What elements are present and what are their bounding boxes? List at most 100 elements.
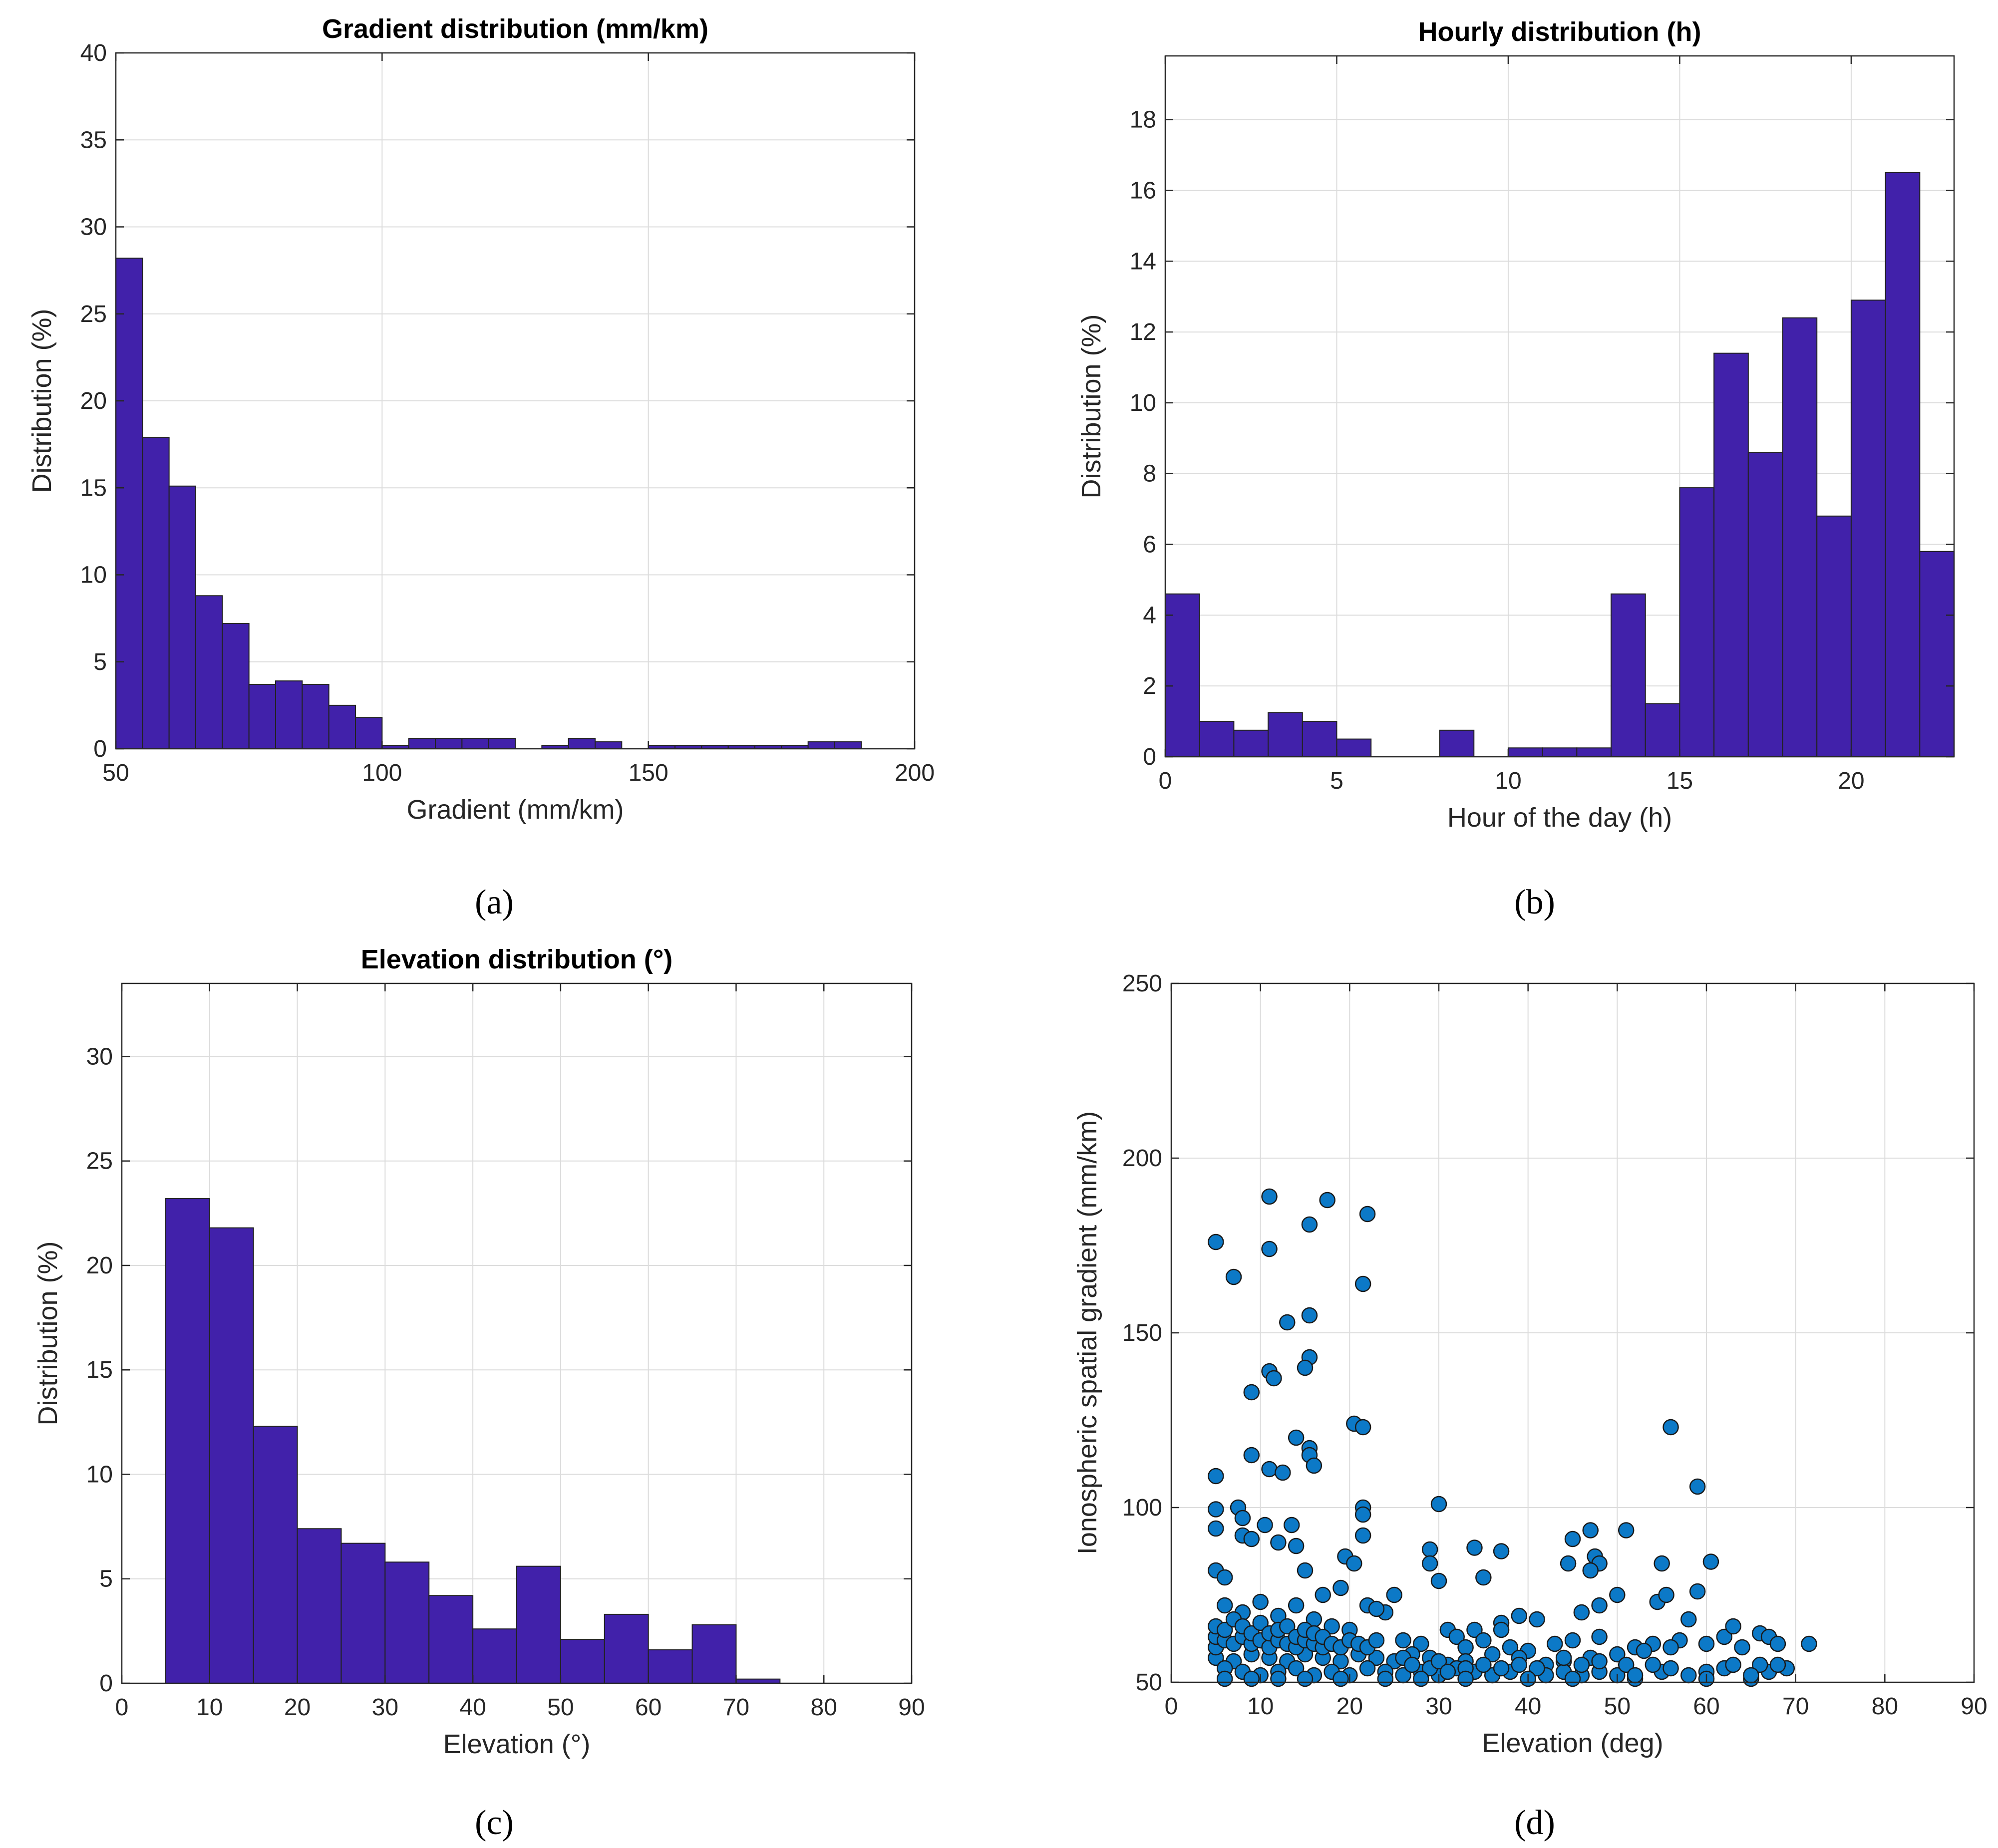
histogram-bar [222,623,250,749]
y-tick-label: 25 [86,1148,113,1175]
x-tick-label: 50 [102,760,129,786]
scatter-point [1354,1506,1371,1523]
scatter-point [1297,1562,1314,1579]
x-axis-label: Gradient (mm/km) [406,795,624,825]
x-tick-label: 90 [898,1694,925,1721]
scatter-point [1564,1632,1581,1649]
y-tick-label: 100 [1122,1495,1162,1521]
scatter-point [1627,1667,1644,1684]
panel-d-label: (d) [1514,1804,1555,1842]
histogram-bar [1885,172,1921,757]
scatter-point [1368,1649,1385,1666]
chart-title: Hourly distribution (h) [1418,17,1701,47]
y-axis-label: Distribution (%) [1076,314,1106,498]
histogram-bar [408,738,436,749]
y-tick-label: 4 [1143,602,1156,628]
scatter-point [1591,1597,1608,1614]
scatter-point [1475,1656,1492,1673]
scatter-point [1457,1639,1474,1656]
x-tick-label: 60 [635,1694,662,1721]
histogram-bar [516,1565,561,1684]
scatter-point [1725,1618,1741,1635]
x-tick-label: 20 [1336,1693,1363,1720]
histogram-bar [1816,515,1852,758]
y-tick-label: 8 [1143,461,1156,487]
histogram-bar [355,717,383,750]
scatter-point [1421,1555,1438,1572]
scatter-point [1288,1429,1305,1446]
scatter-point [1413,1635,1429,1652]
scatter-point [1769,1635,1786,1652]
scatter-point [1529,1611,1545,1628]
histogram-bar [1713,352,1749,757]
histogram-bar [1611,593,1646,758]
scatter-point [1484,1646,1501,1663]
scatter-point [1243,1384,1260,1401]
scatter-point [1243,1531,1260,1547]
scatter-point [1663,1660,1679,1677]
histogram-bar [1165,593,1200,758]
x-tick-label: 80 [1872,1693,1898,1720]
histogram-bar [195,595,223,749]
scatter-point [1301,1216,1318,1233]
histogram-bar [209,1227,254,1684]
y-tick-label: 200 [1122,1145,1162,1172]
scatter-point [1734,1639,1750,1656]
histogram-bar [142,437,170,749]
histogram-bar [1336,738,1372,757]
scatter-point [1283,1517,1300,1534]
scatter-point [1234,1510,1251,1527]
scatter-point [1354,1275,1371,1292]
scatter-point [1636,1642,1653,1659]
y-tick-label: 150 [1122,1320,1162,1346]
scatter-point [1386,1586,1402,1603]
histogram-bar [472,1628,517,1684]
y-tick-label: 15 [80,475,107,501]
scatter-point [1702,1553,1719,1570]
x-tick-label: 20 [284,1694,311,1721]
panel-a-chart: 50 100 150 200 0 5 10 15 20 25 30 35 40 Gradient dist… [27,14,935,825]
x-tick-label: 100 [362,760,402,786]
histogram-bar [1645,703,1680,757]
scatter-point [1368,1632,1385,1649]
scatter-point [1270,1670,1287,1687]
scatter-point [1448,1628,1465,1645]
scatter-point [1257,1517,1273,1534]
scatter-point [1555,1649,1572,1666]
y-tick-label: 20 [80,388,107,414]
scatter-point [1689,1583,1706,1600]
y-tick-label: 14 [1130,248,1156,275]
y-tick-label: 15 [86,1357,113,1383]
histogram-bar [340,1542,386,1684]
scatter-point [1547,1635,1563,1652]
scatter-point [1261,1240,1278,1257]
panel-a-label: (a) [475,883,514,922]
x-tick-label: 150 [629,760,668,786]
axes-frame [121,982,913,1684]
x-tick-label: 0 [115,1694,129,1721]
scatter-point [1529,1660,1545,1677]
y-tick-label: 10 [1130,390,1156,416]
scatter-point [1439,1663,1456,1680]
scatter-point [1618,1522,1635,1539]
chart-title: Elevation distribution (°) [361,944,673,974]
histogram-bar [297,1528,342,1684]
scatter-point [1288,1597,1305,1614]
x-axis-label: Elevation (°) [443,1729,591,1759]
histogram-bar [1302,721,1337,758]
histogram-bar [1199,721,1235,758]
y-tick-label: 18 [1130,107,1156,133]
y-tick-label: 16 [1130,177,1156,204]
scatter-point [1689,1478,1706,1495]
scatter-point [1698,1635,1715,1652]
scatter-point [1582,1562,1599,1579]
scatter-point [1511,1656,1528,1673]
y-axis-label: Ionospheric spatial gradient (mm/km) [1072,1111,1102,1554]
scatter-point [1475,1569,1492,1586]
histogram-bar [1507,747,1543,757]
scatter-point [1430,1496,1447,1513]
histogram-bar [1268,712,1303,758]
scatter-point [1279,1618,1296,1635]
scatter-point [1346,1555,1362,1572]
histogram-bar [1233,729,1269,758]
